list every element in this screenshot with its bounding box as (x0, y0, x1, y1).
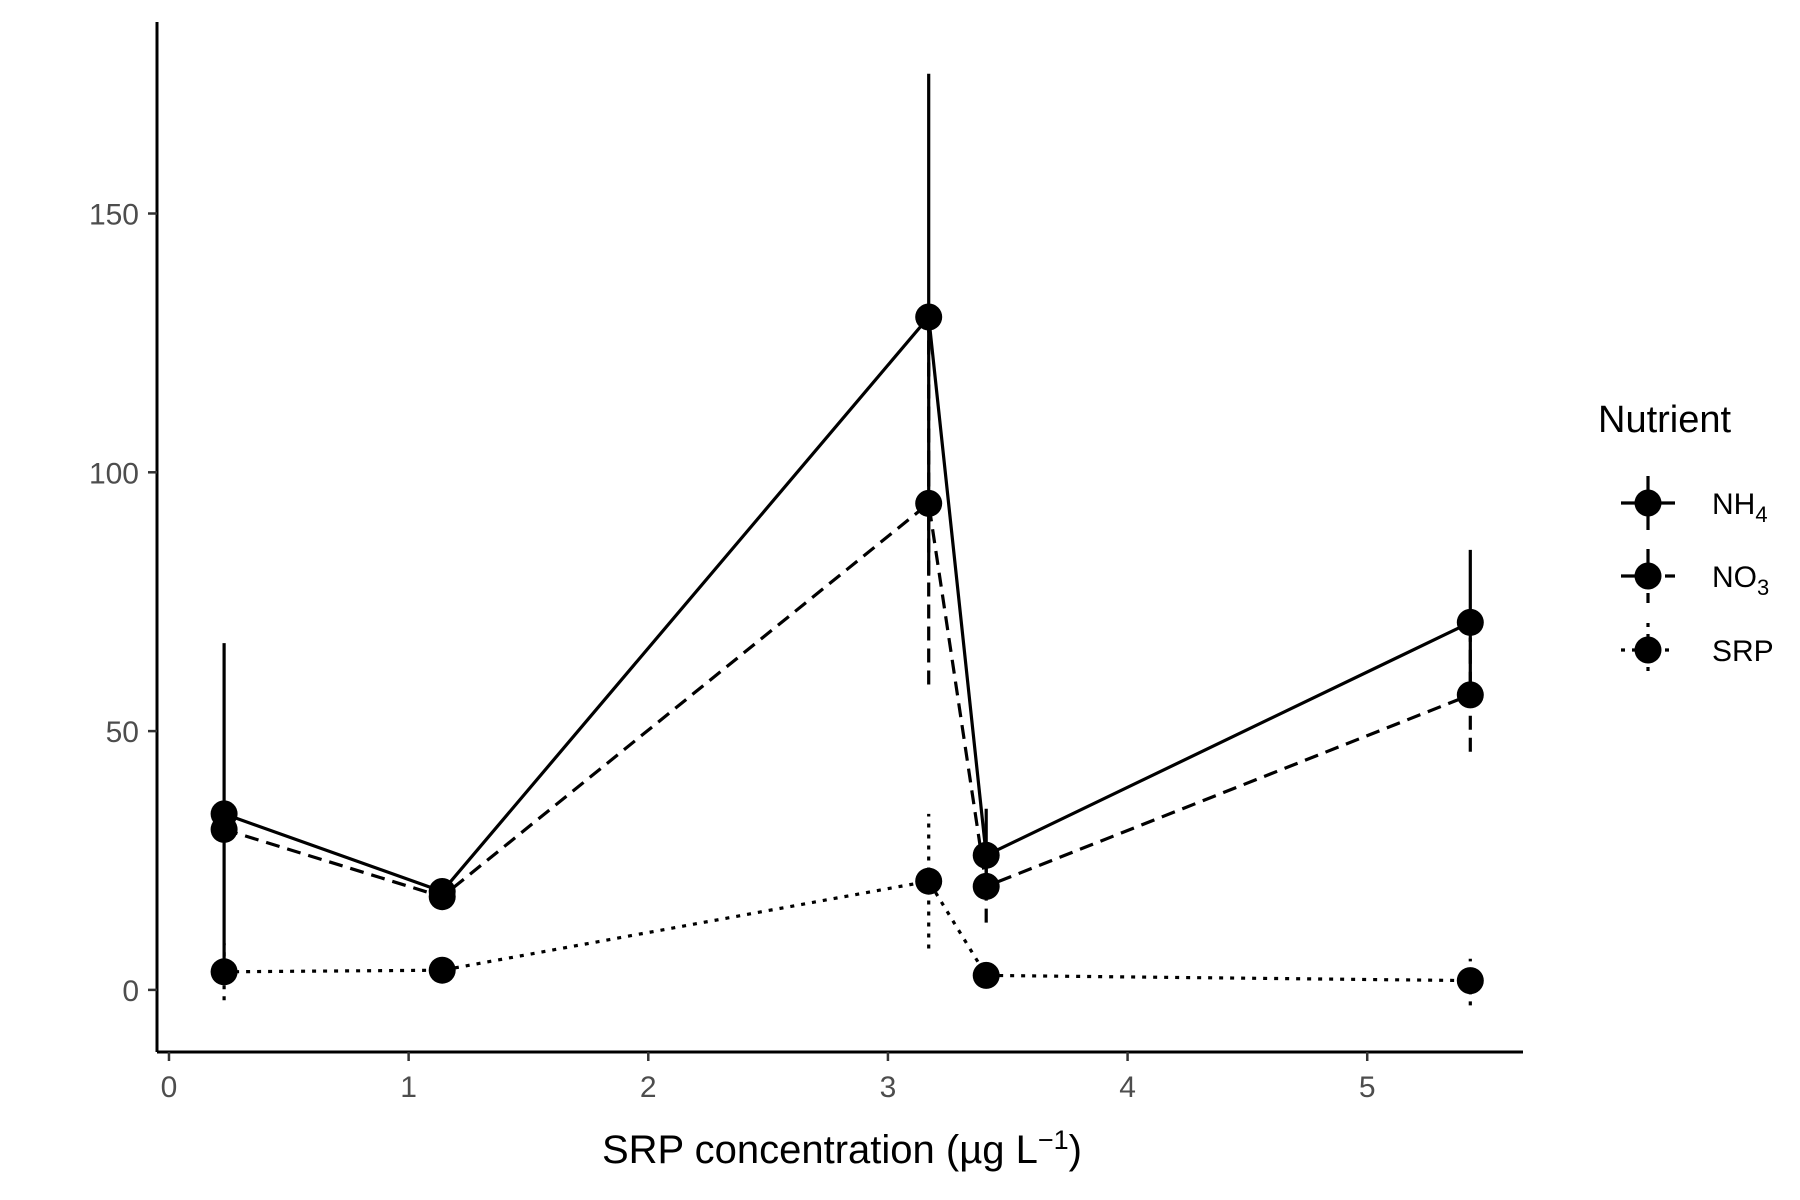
series-line-srp (224, 879, 1471, 983)
data-point-srp (972, 961, 1000, 989)
x-tick-label: 0 (161, 1071, 178, 1104)
legend-title: Nutrient (1598, 399, 1731, 441)
data-point-srp (428, 956, 456, 984)
series-lines (223, 315, 1471, 983)
y-tick-label: 100 (89, 457, 139, 490)
y-ticks: 0 50 100 150 (89, 199, 157, 1008)
legend-key-point-srp (1634, 636, 1662, 664)
data-point-nh4 (915, 303, 943, 331)
y-tick-label: 50 (106, 716, 139, 749)
x-axis-title: SRP concentration (µg L−1) (602, 1125, 1082, 1172)
data-point-no3 (210, 815, 238, 843)
data-point-nh4 (972, 841, 1000, 869)
y-tick-label: 150 (89, 199, 139, 232)
legend-label-nh4: NH4 (1712, 488, 1768, 527)
x-tick-label: 2 (640, 1071, 657, 1104)
data-point-no3 (915, 489, 943, 517)
error-bars (222, 73, 1472, 1006)
data-point-srp (1456, 967, 1484, 995)
legend-key-point-no3 (1634, 562, 1662, 590)
axes (155, 22, 1523, 1054)
series-line-nh4 (223, 315, 1471, 894)
series-line-no3 (223, 501, 1471, 899)
data-point-no3 (972, 872, 1000, 900)
legend-label-no3: NO3 (1712, 561, 1769, 600)
data-point-no3 (428, 883, 456, 911)
data-point-nh4 (1456, 608, 1484, 636)
legend: Nutrient NH4 NO3 SRP (1598, 399, 1774, 677)
legend-key-point-nh4 (1634, 489, 1662, 517)
x-tick-label: 5 (1359, 1071, 1376, 1104)
legend-label-srp: SRP (1712, 635, 1774, 668)
data-point-srp (210, 958, 238, 986)
x-axis-title-superscript: −1 (1038, 1125, 1069, 1155)
x-tick-label: 1 (400, 1071, 417, 1104)
data-point-no3 (1456, 681, 1484, 709)
data-points (210, 303, 1484, 995)
x-tick-label: 3 (880, 1071, 897, 1104)
y-tick-label: 0 (122, 975, 139, 1008)
x-ticks: 0 1 2 3 4 5 (161, 1052, 1376, 1104)
x-axis-title-suffix: ) (1069, 1128, 1082, 1172)
x-tick-label: 4 (1119, 1071, 1136, 1104)
x-axis-title-main: SRP concentration (µg L (602, 1128, 1038, 1172)
data-point-srp (915, 867, 943, 895)
